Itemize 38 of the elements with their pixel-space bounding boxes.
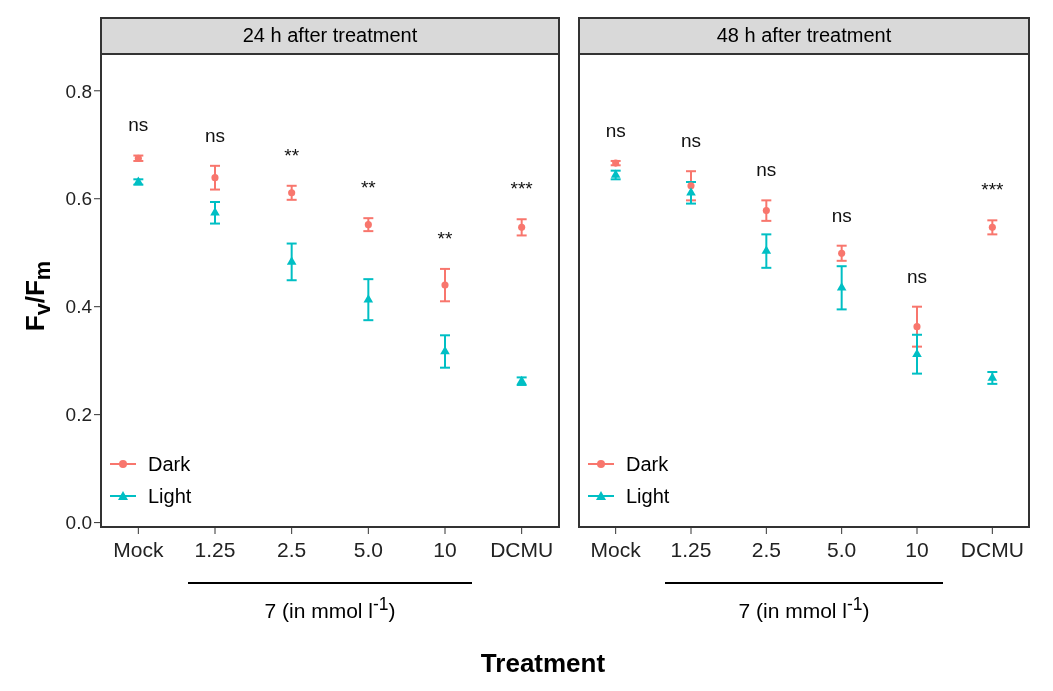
- annotation: ***: [510, 178, 534, 200]
- annotation: ns: [831, 204, 852, 226]
- x-tick-label: 1.25: [194, 537, 236, 561]
- y-tick-label: 0.4: [65, 296, 93, 318]
- text: 7 (in mmol l$^{-1}$): [263, 594, 397, 623]
- annotation: ns: [204, 124, 226, 146]
- x-tick-label: 2.5: [751, 537, 781, 561]
- x-tick-label: 10: [905, 537, 929, 561]
- x-tick-label: 1.25: [670, 537, 712, 561]
- legend-label: Light: [148, 484, 192, 508]
- y-tick-label: 0.2: [65, 404, 92, 426]
- legend-label: Light: [626, 484, 670, 508]
- y-tick-label: 0.6: [65, 188, 92, 210]
- annotation: **: [437, 227, 453, 249]
- x-tick-label: Mock: [590, 537, 642, 561]
- annotation: ns: [128, 114, 149, 136]
- x-tick-label: DCMU: [490, 537, 554, 561]
- chart-title: 48 h after treatment: [578, 17, 1030, 53]
- x-tick-label: 5.0: [353, 537, 383, 561]
- x-tick-label: 2.5: [277, 537, 307, 561]
- legend-label: Dark: [148, 452, 191, 476]
- legend-label: Dark: [626, 452, 669, 476]
- x-axis-title: Treatment: [479, 648, 607, 679]
- y-tick-label: 0.0: [65, 512, 92, 534]
- annotation: ns: [680, 130, 702, 152]
- annotation: ns: [906, 265, 928, 287]
- annotation: ***: [981, 179, 1005, 201]
- annotation: **: [284, 144, 300, 166]
- annotation: **: [360, 177, 377, 199]
- text: 7 (in mmol l$^{-1}$): [737, 594, 871, 623]
- annotation: ns: [756, 159, 777, 181]
- x-tick-label: Mock: [113, 537, 164, 561]
- chart-title: 24 h after treatment: [100, 17, 560, 53]
- annotation: ns: [605, 119, 626, 141]
- x-tick-label: 10: [433, 537, 457, 561]
- x-tick-label: DCMU: [960, 537, 1024, 561]
- y-tick-label: 0.8: [65, 80, 92, 102]
- x-tick-label: 5.0: [827, 537, 857, 561]
